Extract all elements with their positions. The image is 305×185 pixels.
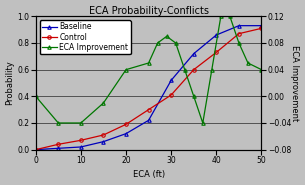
Y-axis label: ECA Improvement: ECA Improvement xyxy=(290,45,300,121)
ECA Improvement xyxy=(156,42,160,44)
ECA Improvement xyxy=(174,42,178,44)
Control xyxy=(124,123,128,125)
Baseline xyxy=(102,141,105,143)
Line: Baseline: Baseline xyxy=(34,24,263,151)
Baseline xyxy=(79,146,83,148)
X-axis label: ECA (ft): ECA (ft) xyxy=(133,170,165,179)
Control xyxy=(56,143,60,145)
Baseline xyxy=(260,25,263,27)
ECA Improvement xyxy=(228,15,232,17)
Control xyxy=(260,27,263,29)
Control xyxy=(237,33,241,35)
ECA Improvement xyxy=(147,62,150,64)
Control xyxy=(102,134,105,136)
ECA Improvement xyxy=(102,102,105,104)
ECA Improvement xyxy=(246,62,250,64)
Control xyxy=(79,139,83,141)
ECA Improvement xyxy=(124,69,128,71)
ECA Improvement xyxy=(192,95,196,97)
Control xyxy=(34,149,38,151)
ECA Improvement xyxy=(183,69,187,71)
ECA Improvement xyxy=(219,15,223,17)
Baseline xyxy=(124,132,128,135)
Baseline xyxy=(56,147,60,149)
Baseline xyxy=(237,25,241,27)
Line: Control: Control xyxy=(34,27,263,151)
ECA Improvement xyxy=(210,69,213,71)
Legend: Baseline, Control, ECA Improvement: Baseline, Control, ECA Improvement xyxy=(40,20,131,54)
Baseline xyxy=(214,34,218,36)
ECA Improvement xyxy=(34,95,38,97)
Control xyxy=(147,109,150,111)
Control xyxy=(192,69,196,71)
ECA Improvement xyxy=(79,122,83,124)
Line: ECA Improvement: ECA Improvement xyxy=(34,15,263,125)
ECA Improvement xyxy=(201,122,205,124)
Baseline xyxy=(192,53,196,55)
Baseline xyxy=(147,119,150,121)
Control xyxy=(214,51,218,53)
Baseline xyxy=(169,79,173,81)
ECA Improvement xyxy=(165,35,168,37)
Y-axis label: Probability: Probability xyxy=(5,61,15,105)
ECA Improvement xyxy=(56,122,60,124)
ECA Improvement xyxy=(237,42,241,44)
Title: ECA Probability-Conflicts: ECA Probability-Conflicts xyxy=(88,6,209,16)
Baseline xyxy=(34,149,38,151)
Control xyxy=(169,94,173,96)
ECA Improvement xyxy=(260,69,263,71)
